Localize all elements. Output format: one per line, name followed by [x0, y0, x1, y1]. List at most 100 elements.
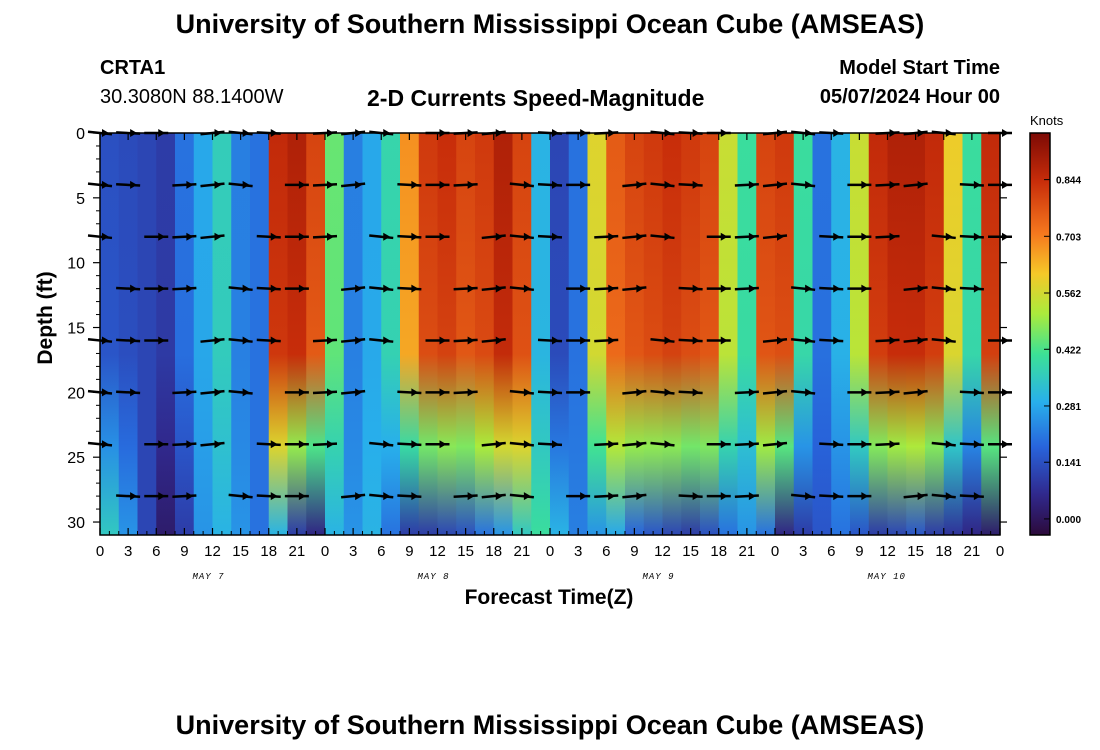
heatmap-cell	[456, 133, 476, 535]
current-vector	[481, 440, 506, 449]
current-vector	[256, 492, 281, 501]
x-tick-label: 18	[485, 543, 502, 560]
heatmap-cell	[943, 133, 964, 535]
current-vector	[397, 232, 422, 241]
current-vector	[537, 440, 563, 449]
current-vector	[959, 232, 984, 241]
chart-title: 2-D Currents Speed-Magnitude	[367, 85, 705, 111]
current-vector	[284, 284, 309, 293]
current-vector	[931, 232, 956, 241]
current-vector	[678, 284, 703, 293]
current-vector	[875, 232, 900, 241]
x-tick-label: 3	[124, 543, 132, 560]
x-tick-label: 21	[964, 543, 981, 560]
current-vector	[650, 232, 675, 241]
current-vector	[509, 440, 534, 449]
current-vector	[762, 180, 788, 189]
current-vector	[481, 492, 506, 501]
heatmap-cell	[981, 133, 1001, 535]
current-vector	[762, 336, 788, 345]
current-vector	[116, 336, 141, 345]
colorbar-tick-label: 0.281	[1056, 402, 1081, 413]
current-vector	[706, 492, 731, 501]
current-vector	[116, 284, 141, 293]
y-tick-label: 5	[76, 191, 85, 208]
current-vector	[284, 180, 309, 189]
current-vector	[228, 180, 253, 189]
current-vector	[678, 336, 703, 345]
current-vector	[706, 232, 731, 241]
current-vector	[369, 284, 394, 293]
current-vector	[256, 232, 281, 241]
current-vector	[425, 336, 450, 345]
current-vector	[397, 492, 422, 501]
x-tick-label: 0	[996, 543, 1004, 560]
x-tick-label: 9	[180, 543, 188, 560]
current-vector	[200, 440, 225, 449]
current-vector	[341, 492, 366, 501]
colorbar-tick-label: 0.000	[1056, 515, 1081, 526]
y-tick-label: 25	[67, 450, 85, 467]
current-vector	[678, 180, 703, 189]
current-vector	[791, 284, 816, 293]
x-tick-label: 21	[514, 543, 531, 560]
x-tick-label: 6	[827, 543, 835, 560]
current-vector	[875, 388, 900, 397]
x-tick-label: 15	[232, 543, 249, 560]
x-tick-label: 6	[602, 543, 610, 560]
current-vector	[509, 284, 534, 293]
current-vector	[369, 336, 394, 345]
current-vector	[903, 388, 928, 397]
current-vector	[312, 232, 338, 241]
current-vector	[566, 492, 591, 501]
current-vector	[988, 336, 1012, 345]
current-vector	[594, 284, 619, 293]
heatmap-cell	[231, 133, 251, 535]
current-vector	[284, 492, 309, 501]
current-vector	[594, 232, 619, 241]
current-vector	[453, 336, 478, 345]
heatmap-cell	[662, 133, 682, 535]
heatmap-cell	[850, 133, 870, 535]
current-vector	[734, 284, 759, 293]
current-vector	[650, 180, 675, 189]
x-tick-label: 0	[771, 543, 779, 560]
current-vector	[819, 440, 844, 449]
current-vector	[200, 388, 225, 397]
current-vector	[875, 180, 900, 189]
current-vector	[256, 284, 281, 293]
heatmap-cell	[887, 133, 907, 535]
y-tick-label: 20	[67, 385, 85, 402]
current-vector	[481, 232, 506, 241]
current-vector	[228, 284, 253, 293]
current-vector	[397, 284, 422, 293]
current-vector	[650, 336, 675, 345]
heatmap-cell	[531, 133, 551, 535]
colorbar-tick-label: 0.844	[1056, 176, 1081, 187]
current-vector	[622, 284, 647, 293]
current-vector	[509, 232, 534, 241]
current-vector	[284, 232, 309, 241]
current-vector	[369, 492, 394, 501]
colorbar-label: Knots	[1030, 113, 1064, 128]
current-vector	[875, 336, 900, 345]
current-vector	[341, 388, 366, 397]
heatmap-cell	[587, 133, 607, 535]
current-vector	[397, 388, 422, 397]
current-vector	[622, 180, 647, 189]
current-vector	[959, 440, 984, 449]
current-vector	[706, 336, 731, 345]
current-vector	[959, 492, 984, 501]
current-vector	[988, 232, 1012, 241]
heatmap-cell	[343, 133, 364, 535]
current-vector	[312, 180, 338, 189]
heatmap-cell	[756, 133, 776, 535]
heatmap-cell	[831, 133, 851, 535]
current-vector	[903, 336, 928, 345]
current-vector	[284, 388, 309, 397]
current-vector	[791, 388, 816, 397]
x-tick-label: 15	[907, 543, 924, 560]
heatmap-cell	[812, 133, 832, 535]
current-vector	[256, 440, 281, 449]
